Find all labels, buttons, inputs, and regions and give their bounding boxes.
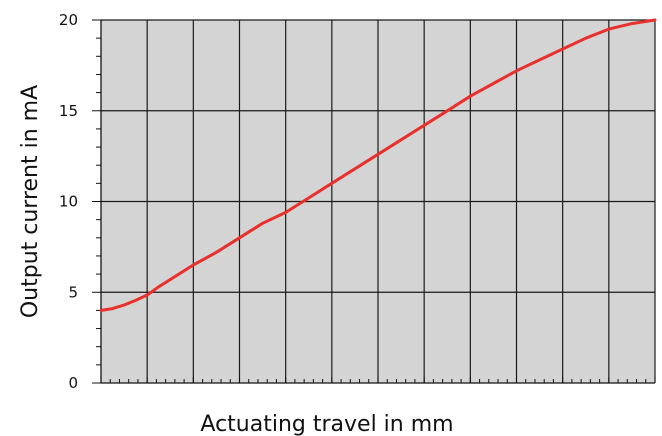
y-tick-labels: 0 5 10 15 20 bbox=[59, 11, 78, 392]
x-axis-label: Actuating travel in mm bbox=[200, 412, 453, 436]
y-tick-label: 0 bbox=[68, 374, 78, 392]
y-tick-label: 20 bbox=[59, 11, 78, 29]
x-minor-ticks bbox=[100, 377, 656, 383]
y-tick-label: 15 bbox=[59, 102, 78, 120]
y-tick-label: 10 bbox=[59, 193, 78, 211]
series-line bbox=[99, 18, 657, 312]
horizontal-gridlines bbox=[101, 19, 655, 293]
y-axis-label: Output current in mA bbox=[18, 85, 43, 318]
y-tick-label: 5 bbox=[68, 283, 78, 301]
y-axis-ticks bbox=[92, 19, 101, 384]
